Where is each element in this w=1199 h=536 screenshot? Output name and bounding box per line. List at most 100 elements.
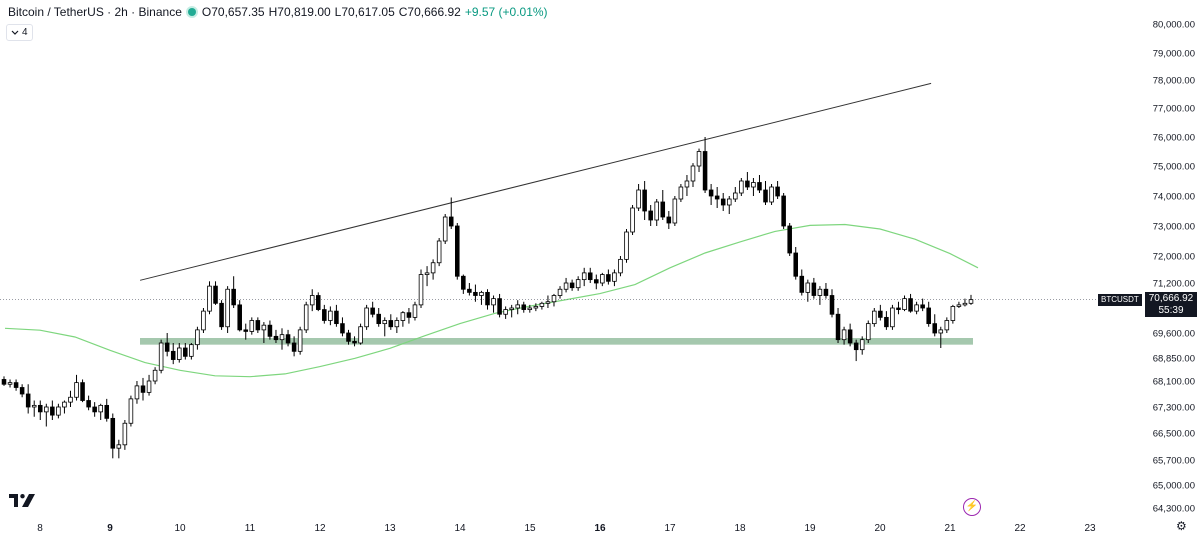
candle[interactable] [968, 294, 974, 305]
candle[interactable] [358, 323, 363, 345]
candle[interactable] [291, 336, 297, 357]
candle[interactable] [201, 308, 206, 333]
candle[interactable] [757, 175, 762, 193]
candle[interactable] [515, 300, 520, 315]
candle[interactable] [7, 379, 13, 388]
candle[interactable] [249, 317, 255, 335]
candle[interactable] [37, 400, 43, 421]
candle[interactable] [865, 320, 871, 344]
candle[interactable] [950, 304, 956, 324]
moving-average-line[interactable] [4, 223, 979, 378]
candle[interactable] [207, 281, 212, 315]
candle[interactable] [829, 289, 835, 318]
candle[interactable] [92, 402, 97, 417]
candle[interactable] [690, 163, 696, 187]
candle[interactable] [418, 269, 424, 309]
resistance-trendline[interactable] [139, 82, 932, 281]
candle[interactable] [884, 311, 889, 330]
candle[interactable] [146, 374, 152, 396]
candle[interactable] [152, 367, 158, 385]
candle[interactable] [62, 400, 67, 414]
candle[interactable] [805, 279, 811, 302]
candle[interactable] [745, 172, 750, 190]
candle[interactable] [394, 317, 400, 333]
candle[interactable] [908, 293, 913, 313]
candle[interactable] [944, 317, 950, 333]
candle[interactable] [19, 384, 25, 398]
candle[interactable] [932, 314, 938, 337]
indicators-toggle[interactable]: 4 [6, 24, 33, 41]
candle[interactable] [68, 390, 73, 407]
candle[interactable] [684, 175, 690, 196]
candle[interactable] [503, 306, 508, 319]
candle[interactable] [225, 286, 230, 333]
candle[interactable] [769, 184, 774, 205]
candle[interactable] [835, 308, 841, 343]
candle[interactable] [793, 247, 799, 280]
candle[interactable] [237, 300, 242, 332]
candle[interactable] [938, 326, 944, 348]
candle[interactable] [539, 301, 545, 310]
candle[interactable] [122, 420, 128, 450]
candle[interactable] [557, 286, 563, 299]
candle[interactable] [273, 329, 279, 343]
candle[interactable] [183, 343, 188, 360]
candle[interactable] [176, 343, 182, 363]
candle[interactable] [412, 301, 418, 321]
candle[interactable] [436, 238, 442, 267]
gear-icon[interactable]: ⚙ [1176, 519, 1187, 533]
candle[interactable] [104, 398, 110, 422]
candle[interactable] [817, 286, 823, 305]
candle[interactable] [279, 328, 285, 350]
candle[interactable] [726, 196, 732, 214]
candle[interactable] [328, 306, 333, 326]
candle[interactable] [708, 184, 714, 205]
candle[interactable] [654, 199, 659, 226]
candle[interactable] [448, 197, 454, 230]
candle[interactable] [430, 259, 436, 280]
candle[interactable] [527, 304, 533, 313]
candle[interactable] [763, 181, 768, 205]
candle[interactable] [128, 395, 134, 427]
candle[interactable] [714, 187, 720, 208]
candle[interactable] [243, 323, 249, 340]
candle[interactable] [581, 267, 587, 287]
candle[interactable] [116, 439, 122, 459]
candle[interactable] [213, 281, 218, 305]
candle[interactable] [80, 379, 85, 403]
candle[interactable] [267, 320, 273, 340]
candle[interactable] [303, 301, 309, 333]
candle[interactable] [1, 376, 7, 386]
tradingview-logo[interactable] [9, 494, 35, 507]
candle[interactable] [31, 400, 37, 417]
candle[interactable] [521, 301, 527, 313]
candle[interactable] [551, 293, 557, 307]
candle[interactable] [231, 276, 236, 308]
candle[interactable] [400, 311, 406, 327]
candle[interactable] [811, 277, 817, 299]
candle[interactable] [352, 336, 357, 347]
candle[interactable] [587, 267, 593, 283]
candle[interactable] [158, 339, 164, 374]
candle[interactable] [467, 283, 472, 296]
candle[interactable] [751, 178, 756, 196]
candle[interactable] [563, 277, 569, 293]
candle[interactable] [340, 317, 345, 337]
support-zone[interactable] [140, 338, 973, 345]
candle[interactable] [134, 381, 140, 404]
symbol-title[interactable]: Bitcoin / TetherUS · 2h · Binance [8, 5, 182, 19]
candle[interactable] [642, 181, 647, 220]
candle[interactable] [509, 304, 514, 318]
candle[interactable] [926, 301, 931, 327]
candle[interactable] [618, 256, 623, 277]
candle[interactable] [309, 289, 315, 312]
candle[interactable] [334, 304, 339, 327]
candle[interactable] [473, 284, 478, 302]
candle[interactable] [841, 326, 847, 345]
candle[interactable] [74, 374, 79, 401]
candle[interactable] [823, 283, 829, 299]
candle[interactable] [853, 339, 859, 362]
candle[interactable] [612, 269, 617, 287]
candle[interactable] [962, 298, 968, 307]
